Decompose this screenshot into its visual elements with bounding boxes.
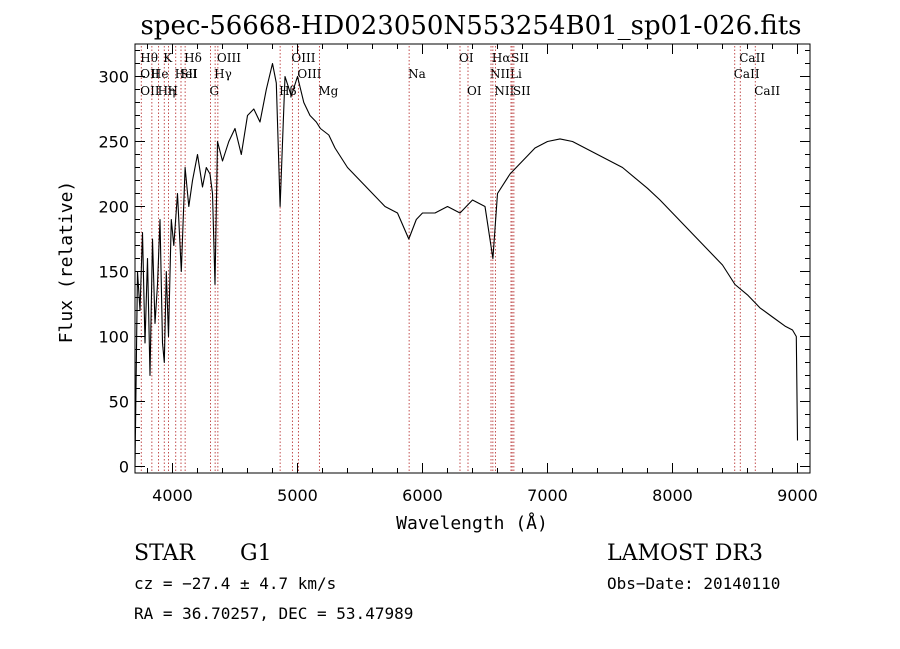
line-label: OII (140, 67, 160, 81)
line-label: OI (467, 84, 482, 98)
x-tick-label: 7000 (527, 486, 568, 505)
object-type: STAR (134, 541, 196, 566)
line-label: OIII (291, 51, 315, 65)
line-label: Hδ (184, 51, 202, 65)
line-label: OIII (297, 67, 321, 81)
x-axis-label: Wavelength (Å) (396, 512, 548, 534)
line-label: CaII (754, 84, 780, 98)
line-label: OIII (217, 51, 241, 65)
line-label: SII (513, 84, 531, 98)
line-label: SII (511, 51, 529, 65)
line-label: Hη (158, 84, 176, 98)
y-tick-label: 50 (109, 393, 129, 412)
x-tick-label: 8000 (652, 486, 693, 505)
survey-name: LAMOST DR3 (607, 541, 763, 566)
spectral-lines: HθOIIOIIHeHηKHHeISIIHδGHγOIIIHβOIIIOIIIM… (140, 46, 780, 473)
y-tick-label: 0 (119, 458, 129, 477)
chart-title: spec-56668-HD023050N553254B01_sp01-026.f… (140, 11, 801, 41)
line-label: He (151, 67, 169, 81)
spectral-subclass: G1 (240, 541, 272, 566)
redshift-cz: cz = −27.4 ± 4.7 km/s (134, 574, 336, 593)
y-tick-label: 200 (98, 198, 129, 217)
series-layer (134, 62, 799, 467)
line-label: G (210, 84, 220, 98)
line-label: OI (459, 51, 474, 65)
coordinates: RA = 36.70257, DEC = 53.47989 (134, 604, 413, 623)
line-label: SII (180, 67, 198, 81)
y-tick-label: 150 (98, 263, 129, 282)
spectrum-series-line (134, 62, 799, 467)
plot-frame (134, 43, 811, 474)
x-tick-label: 9000 (777, 486, 818, 505)
line-label: CaII (734, 67, 760, 81)
x-tick-label: 5000 (277, 486, 318, 505)
y-tick-label: 300 (98, 68, 129, 87)
line-label: Na (408, 67, 426, 81)
observation-date: Obs−Date: 20140110 (607, 574, 780, 593)
line-label: Mg (318, 84, 338, 98)
line-label: OII (140, 84, 160, 98)
y-tick-label: 250 (98, 133, 129, 152)
line-label: Hθ (140, 51, 158, 65)
line-label: Hα (492, 51, 511, 65)
line-label: Li (510, 67, 522, 81)
y-tick-label: 100 (98, 328, 129, 347)
axes: 4000 5000 6000 7000 8000 9000 0 50 100 150 200 250 3… (98, 43, 818, 505)
line-label: HeI (175, 67, 198, 81)
line-label: CaII (739, 51, 765, 65)
x-tick-label: 4000 (152, 486, 193, 505)
x-tick-label: 6000 (402, 486, 443, 505)
line-label: NII (494, 84, 514, 98)
line-label: H (168, 84, 178, 98)
line-label: Hγ (214, 67, 232, 81)
y-axis-label: Flux (relative) (56, 181, 77, 344)
